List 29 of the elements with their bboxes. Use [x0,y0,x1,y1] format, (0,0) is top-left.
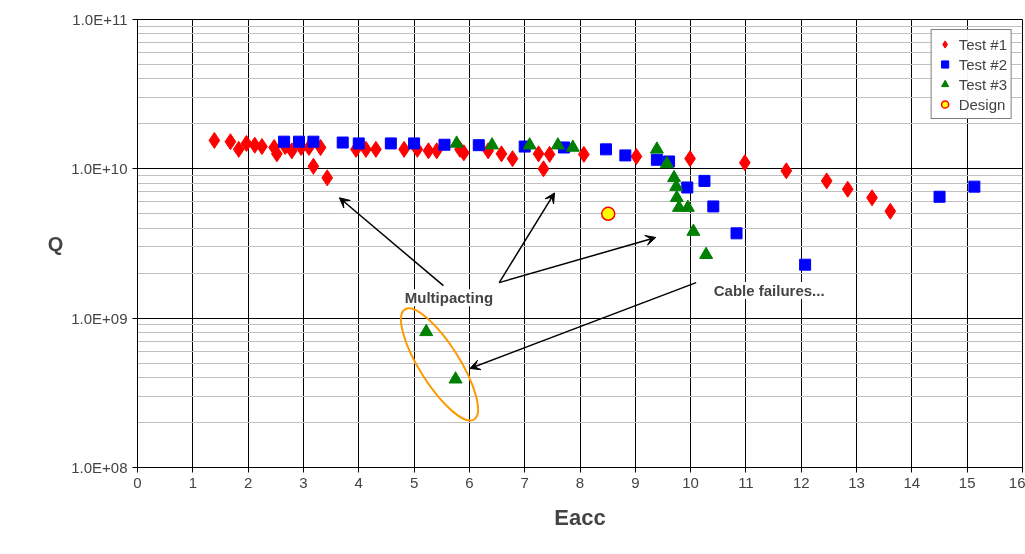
x-tick-label: 7 [520,473,529,491]
y-tick-label: 1.0E+11 [72,11,128,28]
y-axis-title: Q [47,232,64,255]
x-tick-label: 8 [575,473,585,491]
x-tick-label: 6 [465,473,474,491]
x-tick-label: 2 [243,473,253,491]
y-tick-label: 1.0E+09 [71,309,128,327]
x-axis-title: Eacc [554,504,606,530]
y-tick-label: 1.0E+10 [71,160,128,178]
x-tick-label: 14 [903,473,921,491]
x-tick-label: 3 [299,473,308,491]
x-tick-label: 4 [354,473,363,491]
x-tick-label: 9 [631,473,640,491]
x-tick-label: 16 [1008,473,1025,491]
x-tick-label: 11 [738,473,754,491]
x-tick-label: 12 [792,473,810,491]
legend-label: Test #2 [958,55,1007,73]
legend-label: Design [958,95,1006,113]
annotation: Cable failures... [713,282,825,300]
annotation: Multipacting [404,289,494,307]
y-tick-label: 1.0E+08 [71,459,128,476]
x-tick-label: 0 [133,473,142,491]
x-tick-label: 15 [958,473,976,491]
x-tick-label: 5 [409,473,419,491]
legend-label: Test #3 [958,75,1007,93]
x-tick-label: 1 [188,473,197,491]
legend-label: Test #1 [958,35,1007,53]
x-tick-label: 13 [848,473,865,491]
x-tick-label: 10 [682,473,699,491]
